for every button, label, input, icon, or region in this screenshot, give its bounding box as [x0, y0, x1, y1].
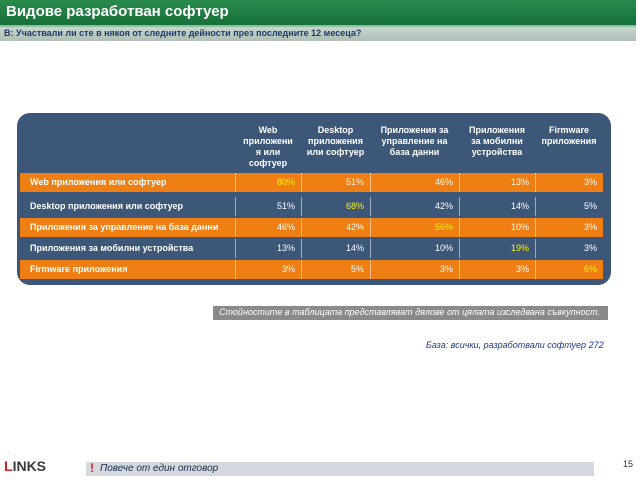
column-header: Приложения за мобилни устройства — [469, 125, 525, 157]
row-label: Firmware приложения — [30, 264, 128, 274]
table-row: Приложения за управление на база данни 46… — [20, 218, 603, 237]
table-cell: 14% — [459, 197, 535, 216]
table-row: Firmware приложения 3% 5% 3% 3% 6% — [20, 260, 603, 279]
table-cell: 5% — [535, 197, 603, 216]
row-label: Приложения за мобилни устройства — [30, 243, 194, 253]
exclamation-icon: ! — [90, 461, 94, 475]
results-table — [17, 113, 611, 285]
table-cell: 14% — [301, 239, 370, 258]
table-cell: 51% — [235, 197, 301, 216]
table-cell: 3% — [235, 260, 301, 279]
table-row: Desktop приложения или софтуер 51% 68% 42% 1… — [20, 197, 603, 216]
footer-bar: ! Повече от един отговор — [86, 461, 594, 476]
table-cell: 6% — [535, 260, 603, 279]
table-cell: 3% — [535, 239, 603, 258]
question-text: В: Участвали ли сте в някоя от следните … — [4, 28, 362, 38]
row-label: Web приложения или софтуер — [30, 177, 167, 187]
table-cell: 42% — [370, 197, 459, 216]
table-cell: 10% — [370, 239, 459, 258]
table-cell: 80% — [235, 173, 301, 192]
table-row: Приложения за мобилни устройства 13% 14% 10… — [20, 239, 603, 258]
table-cell: 3% — [535, 218, 603, 237]
table-row: Web приложения или софтуер 80% 51% 46% 13% 3% — [20, 173, 603, 192]
table-cell: 46% — [370, 173, 459, 192]
column-header: Web приложени я или софтуер — [243, 125, 293, 168]
base-note: База: всички, разработвали софтуер 272 — [426, 340, 604, 350]
page-title: Видове разработван софтуер — [6, 3, 229, 20]
table-cell: 51% — [301, 173, 370, 192]
table-cell: 10% — [459, 218, 535, 237]
note-text: Стойностите в таблицата представляват дя… — [219, 307, 600, 317]
table-cell: 42% — [301, 218, 370, 237]
note-bar: Стойностите в таблицата представляват дя… — [213, 306, 608, 320]
table-cell: 56% — [370, 218, 459, 237]
table-cell: 13% — [235, 239, 301, 258]
row-label: Приложения за управление на база данни — [30, 222, 219, 232]
title-bar: Видове разработван софтуер — [0, 0, 636, 27]
question-bar: В: Участвали ли сте в някоя от следните … — [0, 27, 636, 41]
table-cell: 13% — [459, 173, 535, 192]
table-cell: 3% — [459, 260, 535, 279]
footer-note: Повече от един отговор — [100, 463, 219, 474]
column-header: Приложения за управление на база данни — [380, 125, 449, 157]
table-cell: 5% — [301, 260, 370, 279]
column-header: Desktop приложения или софтуер — [306, 125, 365, 157]
table-cell: 3% — [535, 173, 603, 192]
column-header: Firmware приложения — [541, 125, 597, 146]
page-number: 15 — [623, 459, 634, 469]
row-label: Desktop приложения или софтуер — [30, 201, 184, 211]
table-cell: 46% — [235, 218, 301, 237]
table-cell: 68% — [301, 197, 370, 216]
links-logo: LINKS — [4, 458, 47, 474]
table-cell: 19% — [459, 239, 535, 258]
table-cell: 3% — [370, 260, 459, 279]
